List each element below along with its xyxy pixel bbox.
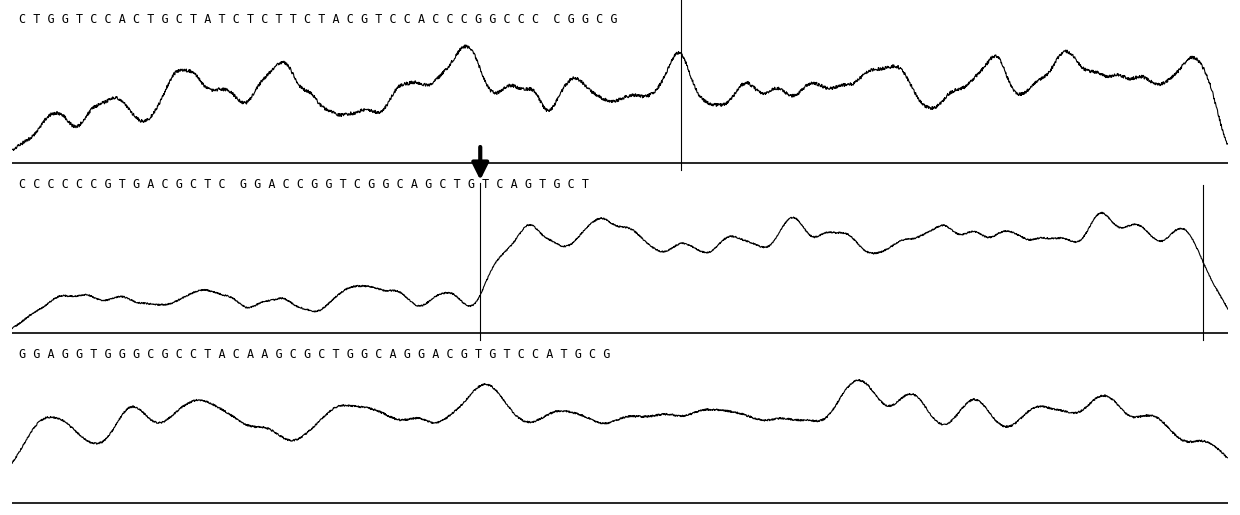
Text: C C C C C C G T G A C G C T C  G G A C C G G T C G G C A G C T G T C A G T G C T: C C C C C C G T G A C G C T C G G A C C …: [19, 178, 589, 191]
Text: C T G G T C C A C T G C T A T C T C T T C T A C G T C C A C C C G G C C C  C G G: C T G G T C C A C T G C T A T C T C T T …: [19, 13, 618, 26]
Text: G G A G G T G G G C G C C T A C A A G C G C T G G C A G G A C G T G T C C A T G : G G A G G T G G G C G C C T A C A A G C …: [19, 348, 610, 360]
